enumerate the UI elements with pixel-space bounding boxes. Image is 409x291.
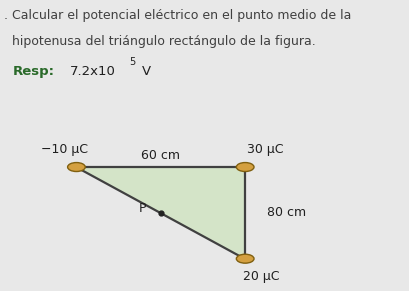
Text: −10 μC: −10 μC <box>41 143 88 156</box>
Text: P: P <box>139 202 146 215</box>
Circle shape <box>236 254 254 263</box>
Polygon shape <box>76 167 245 259</box>
Text: 30 μC: 30 μC <box>246 143 283 156</box>
Circle shape <box>67 163 85 171</box>
Circle shape <box>236 163 254 171</box>
Text: 5: 5 <box>129 57 135 67</box>
Text: 20 μC: 20 μC <box>243 270 279 283</box>
Text: . Calcular el potencial eléctrico en el punto medio de la: . Calcular el potencial eléctrico en el … <box>4 9 351 22</box>
Text: 7.2x10: 7.2x10 <box>70 65 115 79</box>
Text: V: V <box>141 65 150 79</box>
Text: hipotenusa del triángulo rectángulo de la figura.: hipotenusa del triángulo rectángulo de l… <box>4 35 315 48</box>
Text: Resp:: Resp: <box>12 65 54 79</box>
Text: 80 cm: 80 cm <box>267 206 306 219</box>
Text: 60 cm: 60 cm <box>141 149 180 162</box>
